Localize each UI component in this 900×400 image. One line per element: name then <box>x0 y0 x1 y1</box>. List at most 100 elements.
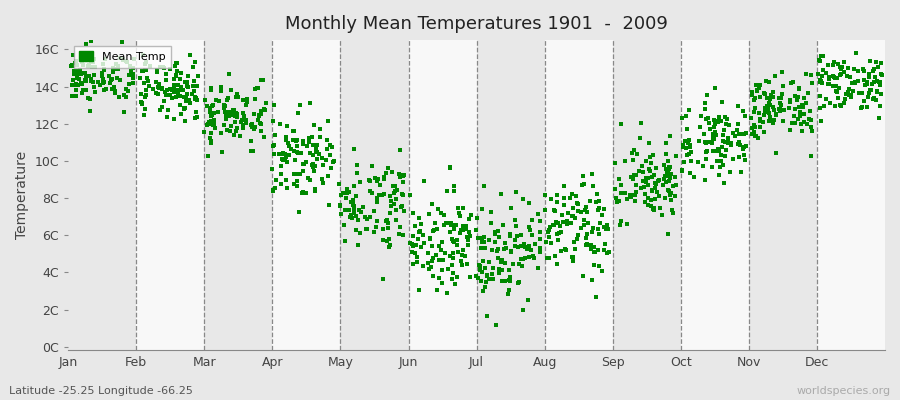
Point <box>222 113 237 120</box>
Point <box>528 240 543 247</box>
Point <box>842 86 856 92</box>
Point <box>347 205 362 212</box>
Point <box>386 183 400 189</box>
Point <box>265 166 279 172</box>
Point <box>749 133 763 140</box>
Point <box>829 82 843 89</box>
Point <box>290 137 304 143</box>
Point <box>353 230 367 236</box>
Point <box>597 224 611 230</box>
Point <box>533 245 547 251</box>
Point <box>461 242 475 248</box>
Point <box>815 80 830 86</box>
Point <box>698 116 713 122</box>
Point <box>221 95 236 101</box>
Point <box>658 140 672 146</box>
Point <box>439 219 454 226</box>
Point <box>239 98 254 105</box>
Point <box>157 65 171 72</box>
Point <box>135 68 149 74</box>
Point <box>714 118 728 125</box>
Point <box>775 91 789 97</box>
Point <box>188 96 202 102</box>
Point <box>786 79 800 86</box>
Point <box>767 107 781 113</box>
Point <box>478 265 492 271</box>
Point <box>634 185 648 191</box>
Point <box>182 96 196 103</box>
Point <box>872 79 886 86</box>
Point <box>344 199 358 206</box>
Point <box>538 191 553 198</box>
Point <box>750 88 764 94</box>
Point <box>397 171 411 178</box>
Point <box>594 211 608 218</box>
Point <box>784 80 798 86</box>
Point <box>346 202 360 209</box>
Point <box>83 108 97 114</box>
Point <box>579 204 593 210</box>
Point <box>299 159 313 165</box>
Point <box>609 194 624 201</box>
Point <box>719 147 733 153</box>
Point <box>575 182 590 188</box>
Point <box>388 183 402 189</box>
Point <box>488 239 502 246</box>
Point <box>662 231 676 237</box>
Point <box>798 70 813 77</box>
Point <box>748 133 762 139</box>
Point <box>445 276 459 282</box>
Point <box>251 112 266 118</box>
Point <box>138 67 152 73</box>
Point <box>870 64 885 70</box>
Point <box>758 109 772 115</box>
Point <box>165 87 179 94</box>
Point <box>788 120 802 126</box>
Point <box>166 116 181 122</box>
Point <box>700 92 715 98</box>
Point <box>389 207 403 213</box>
Point <box>342 207 356 213</box>
Point <box>589 294 603 300</box>
Point <box>812 56 826 63</box>
Point <box>455 246 470 253</box>
Point <box>788 106 802 112</box>
Point <box>800 90 814 96</box>
Point <box>93 82 107 89</box>
Point <box>367 208 382 214</box>
Point <box>297 161 311 168</box>
Point <box>662 172 676 179</box>
Point <box>417 178 431 184</box>
Point <box>796 111 811 118</box>
Point <box>648 196 662 202</box>
Point <box>230 125 244 131</box>
Point <box>734 169 748 176</box>
Point <box>333 210 347 217</box>
Point <box>538 206 553 213</box>
Point <box>236 97 250 104</box>
Point <box>733 142 747 148</box>
Point <box>737 131 751 137</box>
Point <box>64 63 78 70</box>
Point <box>580 240 594 247</box>
Point <box>139 87 153 93</box>
Point <box>823 76 837 82</box>
Point <box>557 246 572 252</box>
Point <box>498 260 512 266</box>
Point <box>626 172 641 178</box>
Point <box>715 99 729 106</box>
Point <box>830 75 844 81</box>
Point <box>865 80 879 87</box>
Point <box>68 60 82 66</box>
Point <box>873 79 887 85</box>
Point <box>644 174 659 180</box>
Point <box>166 89 181 95</box>
Point <box>870 78 885 84</box>
Point <box>426 273 440 280</box>
Point <box>96 80 111 86</box>
Point <box>87 56 102 62</box>
Point <box>269 177 284 183</box>
Point <box>119 58 133 64</box>
Point <box>296 168 310 174</box>
Point <box>639 158 653 164</box>
